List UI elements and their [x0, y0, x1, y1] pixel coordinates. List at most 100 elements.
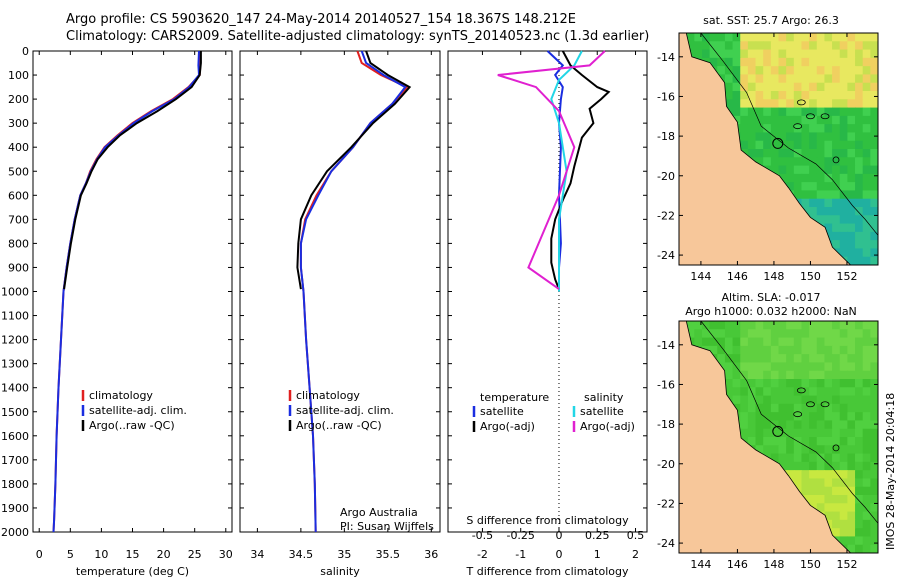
x-tick-label: 146 [727, 270, 748, 283]
y-tick-label: 0 [22, 45, 29, 58]
y-tick-label: -14 [657, 339, 675, 352]
y-tick-label: -24 [657, 537, 675, 550]
y-tick-label: -14 [657, 51, 675, 64]
x-tick-label: 0 [555, 548, 562, 561]
x-tick-label-salinity: -0.5 [472, 529, 493, 542]
x-axis-label: salinity [320, 565, 360, 578]
land-mass [679, 33, 852, 265]
x-axis-label: T difference from climatology [466, 565, 629, 578]
x-axis-label-salinity-diff: S difference from climatology [466, 514, 629, 527]
map-sla: 144 146 148 150 152 -14 -16 -18 -20 -22 -24 [657, 320, 879, 571]
x-tick-label: 1 [594, 548, 601, 561]
x-tick-label: 144 [690, 270, 711, 283]
legend-label: satellite [480, 405, 524, 418]
x-tick-label: 150 [800, 270, 821, 283]
x-tick-label: -1 [515, 548, 526, 561]
y-tick-label: -22 [657, 209, 675, 222]
y-tick-label: 100 [8, 69, 29, 82]
plot-frame [239, 50, 441, 533]
y-tick-label: 1500 [1, 406, 29, 419]
reef-outline [793, 123, 803, 130]
y-tick-label: 1400 [1, 382, 29, 395]
reef-outline [832, 444, 840, 452]
annotation-line: Argo Australia [340, 506, 418, 519]
reef-outline [806, 113, 815, 120]
x-tick-label: 30 [219, 548, 233, 561]
y-tick-label: 600 [8, 189, 29, 202]
map-sst: 144 146 148 150 152 -14 -16 -18 -20 -22 -24 [657, 32, 879, 283]
x-tick-label: -2 [477, 548, 488, 561]
map-frame [678, 320, 879, 554]
x-tick-label: 20 [157, 548, 171, 561]
y-tick-label: 300 [8, 117, 29, 130]
reef-outline [796, 387, 806, 394]
isobath-line [700, 321, 878, 524]
figure-title-line1: Argo profile: CS 5903620_147 24-May-2014… [66, 12, 576, 27]
series-satellite-adj-clim- [299, 50, 407, 533]
y-tick-label: 1100 [1, 310, 29, 323]
y-tick-label: -22 [657, 497, 675, 510]
x-tick-label: 25 [188, 548, 202, 561]
x-tick-label: 15 [126, 548, 140, 561]
legend-label: satellite-adj. clim. [296, 404, 394, 417]
legend-label: Argo(-adj) [480, 420, 535, 433]
y-tick-label: -20 [657, 458, 675, 471]
reef-outline [796, 99, 806, 106]
x-tick-label: 5 [67, 548, 74, 561]
y-tick-label: -16 [657, 378, 675, 391]
x-tick-label: 144 [690, 558, 711, 571]
map-field [679, 33, 878, 265]
argo-position-marker [772, 425, 784, 437]
y-tick-label: -24 [657, 249, 675, 262]
x-tick-label: 148 [763, 270, 784, 283]
y-tick-label: 1000 [1, 286, 29, 299]
isobath-line [700, 33, 878, 236]
x-tick-label: 146 [727, 558, 748, 571]
y-tick-label: -18 [657, 130, 675, 143]
reef-outline [832, 156, 840, 164]
y-tick-label: 1600 [1, 430, 29, 443]
legend-label: climatology [89, 389, 153, 402]
legend-label: satellite-adj. clim. [89, 404, 187, 417]
legend-title: salinity [584, 391, 624, 404]
annotation-line: PI: Susan Wijffels [340, 520, 434, 533]
x-tick-label: 34 [250, 548, 264, 561]
x-tick-label-salinity: 0 [555, 529, 562, 542]
x-tick-label: 152 [836, 558, 857, 571]
x-tick-label: 0 [36, 548, 43, 561]
x-tick-label: 152 [836, 270, 857, 283]
y-tick-label: 1200 [1, 334, 29, 347]
map-sla-title-line2: Argo h1000: 0.032 h2000: NaN [685, 305, 857, 318]
series-argo-raw-qc- [296, 50, 412, 290]
x-tick-label: 36 [424, 548, 438, 561]
y-tick-label: -16 [657, 90, 675, 103]
panel-temperature: 0100200300400500600700800900100011001200… [1, 45, 233, 578]
x-tick-label-salinity: 0.25 [585, 529, 610, 542]
side-stamp-text: IMOS 28-May-2014 20:04:18 [884, 392, 897, 550]
legend-label: Argo(-adj) [580, 420, 635, 433]
legend-label: Argo(..raw -QC) [296, 419, 382, 432]
y-tick-label: 400 [8, 141, 29, 154]
legend-label: satellite [580, 405, 624, 418]
x-tick-label-salinity: 0.5 [627, 529, 645, 542]
reef-outline [793, 411, 803, 418]
plot-frame [32, 50, 233, 533]
land-mass [679, 321, 852, 553]
x-tick-label: 34.5 [289, 548, 314, 561]
map-frame [678, 32, 879, 266]
panel-difference: -2 -1 0 1 2 -0.5 -0.25 0 0.25 0.5 S difference fro… [447, 50, 648, 578]
map-field [679, 321, 878, 553]
legend-title: temperature [480, 391, 549, 404]
y-tick-label: 2000 [1, 526, 29, 539]
y-tick-label: 1300 [1, 358, 29, 371]
y-tick-label: 900 [8, 261, 29, 274]
plot-frame [447, 50, 648, 533]
map-sla-title-line1: Altim. SLA: -0.017 [721, 291, 820, 304]
x-tick-label: 148 [763, 558, 784, 571]
x-tick-label: 35.5 [376, 548, 401, 561]
y-tick-label: 1700 [1, 454, 29, 467]
legend-label: climatology [296, 389, 360, 402]
map-sst-title: sat. SST: 25.7 Argo: 26.3 [703, 14, 839, 27]
legend-label: Argo(..raw -QC) [89, 419, 175, 432]
series-s-satellite [550, 50, 583, 292]
